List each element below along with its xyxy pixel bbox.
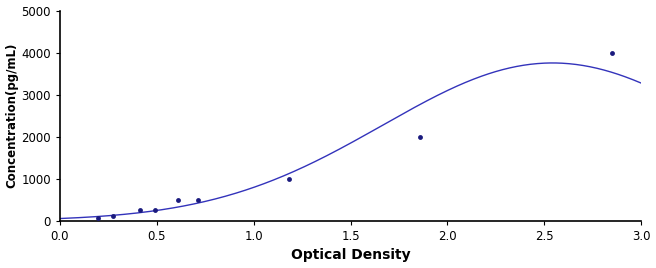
Y-axis label: Concentration(pg/mL): Concentration(pg/mL)	[5, 43, 18, 188]
X-axis label: Optical Density: Optical Density	[291, 248, 411, 262]
